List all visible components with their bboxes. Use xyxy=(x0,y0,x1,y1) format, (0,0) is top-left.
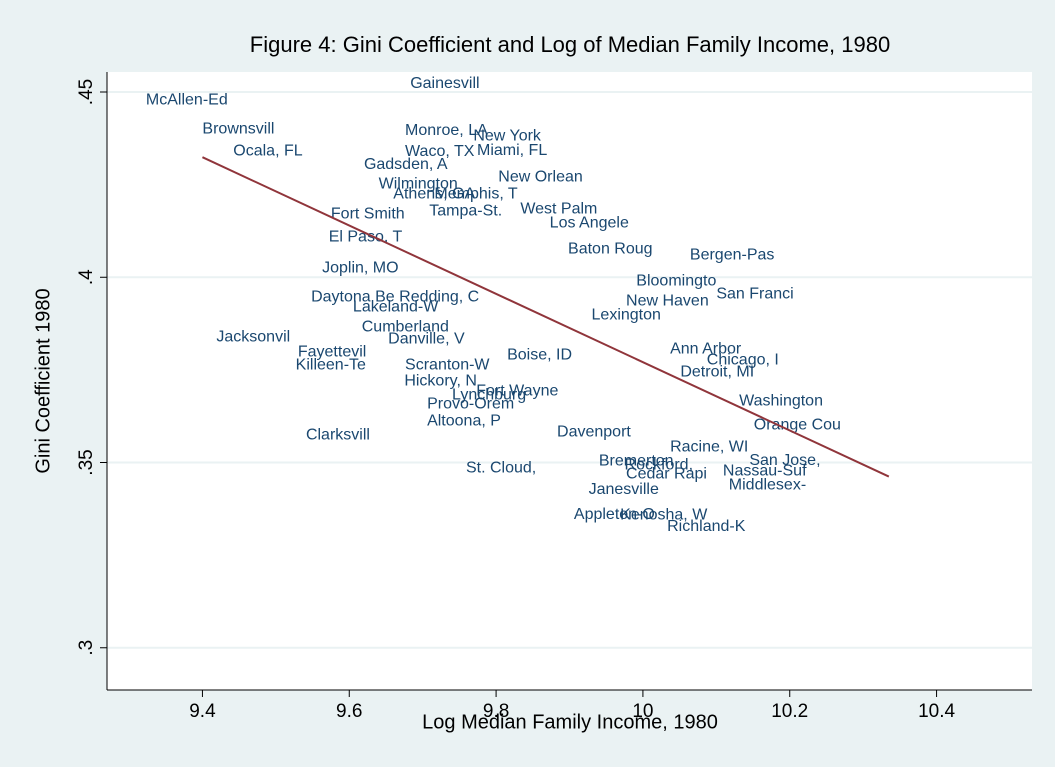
point-label: Rockford, xyxy=(625,457,693,474)
point-label: Clarksvill xyxy=(306,427,370,444)
point-label: San Franci xyxy=(716,286,793,303)
point-label: Davenport xyxy=(557,424,631,441)
point-label: Orange Cou xyxy=(754,417,841,434)
point-label: Racine, WI xyxy=(670,439,748,456)
point-label: Gadsden, A xyxy=(364,156,448,173)
point-label: Fort Smith xyxy=(331,205,405,222)
point-label: Hickory, N xyxy=(404,373,477,390)
y-tick-label: .45 xyxy=(76,79,97,105)
point-label: Kenosha, W xyxy=(620,507,708,524)
point-label: Baton Roug xyxy=(568,240,653,257)
point-label: West Palm xyxy=(520,200,597,217)
y-tick-label: .3 xyxy=(76,640,97,656)
point-label: New Orlean xyxy=(498,168,582,185)
point-label: Altoona, P xyxy=(427,413,501,430)
point-label: Ann Arbor xyxy=(670,341,742,358)
x-tick-label: 9.4 xyxy=(189,701,216,722)
point-label: Scranton-W xyxy=(405,357,490,374)
point-label: Cumberland xyxy=(362,318,449,335)
point-label: El Paso, T xyxy=(329,228,403,245)
y-axis-label: Gini Coefficient 1980 xyxy=(32,288,54,473)
plot-area xyxy=(107,72,1032,690)
point-label: Appleton-O xyxy=(574,506,655,523)
point-label: Memphis, T xyxy=(434,185,518,202)
point-label: Chicago, I xyxy=(707,351,779,368)
point-label: Bremerton xyxy=(599,453,674,470)
point-label: Fort Wayne xyxy=(476,383,558,400)
point-label: Middlesex- xyxy=(729,477,806,494)
point-label: Waco, TX xyxy=(405,143,475,160)
x-tick-label: 9.8 xyxy=(483,701,509,722)
point-label: Janesville xyxy=(589,481,659,498)
point-label: Gainesvill xyxy=(410,75,479,92)
point-label: Detroit, MI xyxy=(680,364,754,381)
point-label: McAllen-Ed xyxy=(146,91,228,108)
point-label: New Haven xyxy=(626,293,709,310)
point-label: Los Angele xyxy=(550,214,629,231)
point-label: Killeen-Te xyxy=(296,357,366,374)
point-label: Fayettevil xyxy=(298,344,366,361)
point-label: Ocala, FL xyxy=(233,143,302,160)
point-label: Lynchburg xyxy=(452,387,526,404)
point-label: Daytona Be xyxy=(311,288,395,305)
point-label: San Jose, xyxy=(749,452,820,469)
point-label: St. Cloud, xyxy=(466,460,536,477)
point-label: Provo-Orem xyxy=(427,396,514,413)
point-label: Miami, FL xyxy=(477,142,547,159)
x-tick-label: 10.4 xyxy=(918,701,955,722)
point-label: Lakeland-W xyxy=(353,298,439,315)
point-label: Washington xyxy=(739,393,823,410)
x-tick-label: 9.6 xyxy=(336,701,362,722)
point-label: Danville, V xyxy=(388,331,465,348)
point-label: Brownsvill xyxy=(202,120,274,137)
point-label: Jacksonvil xyxy=(216,328,290,345)
point-label: Bloomingto xyxy=(636,273,716,290)
point-label: Redding, C xyxy=(399,288,479,305)
point-label: Lexington xyxy=(592,307,661,324)
point-label: Wilmington xyxy=(379,175,458,192)
point-label: Athens, GA xyxy=(393,185,475,202)
point-label: Richland-K xyxy=(667,518,746,535)
x-tick-label: 10.2 xyxy=(771,701,808,722)
point-label: Monroe, LA xyxy=(405,122,488,139)
point-label: Cedar Rapi xyxy=(626,466,707,483)
x-tick-label: 10 xyxy=(632,701,653,722)
chart-title: Figure 4: Gini Coefficient and Log of Me… xyxy=(250,32,890,57)
point-label: Bergen-Pas xyxy=(690,247,775,264)
point-label: Joplin, MO xyxy=(322,260,398,277)
y-tick-label: .35 xyxy=(76,449,97,475)
x-axis-label: Log Median Family Income, 1980 xyxy=(422,711,718,733)
point-label: New York xyxy=(473,127,542,144)
point-label: Boise, ID xyxy=(507,347,572,364)
y-tick-label: .4 xyxy=(76,269,97,285)
point-label: Nassau-Suf xyxy=(723,463,807,480)
point-label: Tampa-St. xyxy=(429,203,502,220)
fit-line xyxy=(202,156,890,478)
